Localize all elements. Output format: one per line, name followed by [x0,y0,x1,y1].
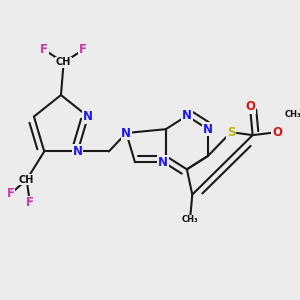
Text: N: N [182,109,192,122]
Text: S: S [227,126,235,139]
Text: N: N [158,156,168,169]
Text: N: N [83,110,93,123]
Text: F: F [40,43,48,56]
Text: CH₃: CH₃ [182,215,198,224]
Text: N: N [121,127,131,140]
Text: N: N [73,145,83,158]
Text: CH: CH [56,57,71,67]
Text: F: F [79,43,87,56]
Text: CH₃: CH₃ [285,110,300,119]
Text: O: O [245,100,255,113]
Text: F: F [26,196,34,209]
Text: O: O [272,126,282,139]
Text: F: F [6,188,14,200]
Text: N: N [203,123,213,136]
Text: CH: CH [19,175,34,185]
